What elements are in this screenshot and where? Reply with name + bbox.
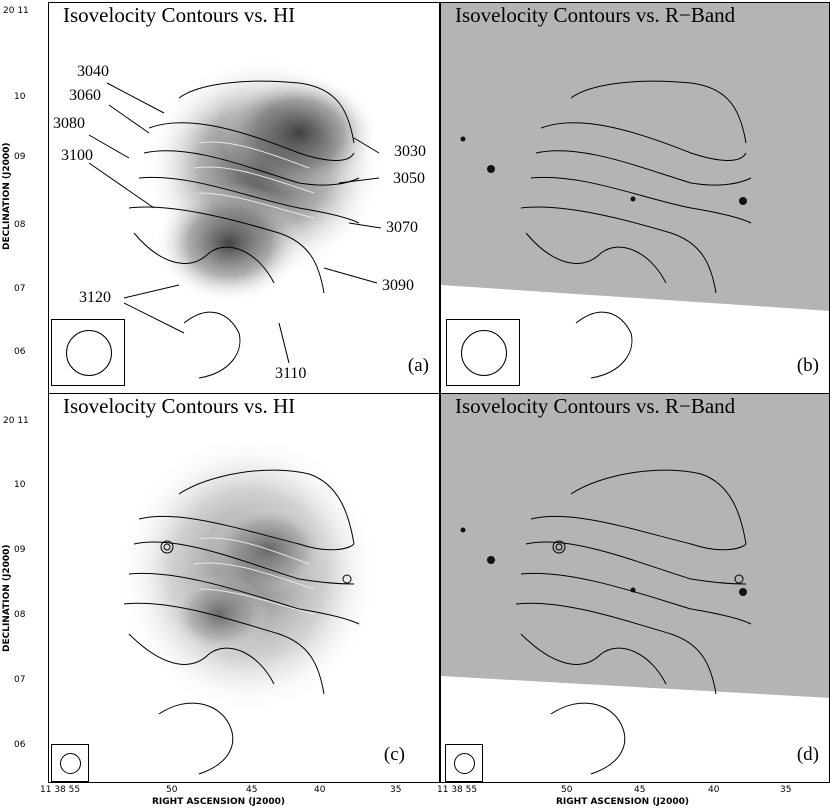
isovelocity-contours	[123, 469, 360, 775]
star	[487, 165, 495, 173]
y-axis-label-top: DECLINATION (J2000)	[2, 142, 12, 250]
panel-title: Isovelocity Contours vs. R−Band	[455, 3, 736, 27]
beam-box	[51, 744, 89, 782]
isovelocity-contours	[520, 80, 752, 379]
star	[630, 196, 636, 202]
x-tick-label: 40	[314, 785, 326, 795]
panel-a-image	[88, 58, 384, 379]
hi-emission-blob	[154, 183, 304, 303]
beam-ellipse	[454, 753, 475, 774]
contour-label: 3050	[393, 170, 425, 187]
beam-box	[445, 744, 483, 782]
panel-title: Isovelocity Contours vs. HI	[63, 3, 296, 27]
y-tick-label: 09	[14, 152, 26, 162]
panel-a-hi: Isovelocity Contours vs. HI (a) 3040 306…	[48, 2, 440, 394]
y-axis-label-bottom: DECLINATION (J2000)	[2, 544, 12, 652]
contour-label: 3060	[69, 87, 101, 104]
panel-b-image	[441, 3, 829, 379]
beam-ellipse	[60, 753, 81, 774]
beam-box	[51, 319, 125, 386]
y-tick-label: 10	[14, 92, 26, 102]
contour-label: 3120	[79, 289, 111, 306]
star	[487, 556, 495, 564]
y-tick-label: 06	[14, 740, 26, 750]
x-tick-label: 50	[561, 785, 573, 795]
y-tick-label: 08	[14, 220, 26, 230]
contour-label: 3070	[386, 219, 418, 236]
star	[739, 197, 747, 205]
isovelocity-contours	[515, 469, 752, 775]
isovelocity-contours-light	[193, 141, 315, 219]
x-tick-label: 40	[708, 785, 720, 795]
panel-d-image	[441, 394, 829, 775]
rband-sky	[441, 3, 829, 311]
panel-c-image	[119, 434, 379, 775]
contour-label: 3100	[61, 147, 93, 164]
x-tick-label: 11 38 55	[40, 785, 81, 795]
contour-label: 3040	[77, 63, 109, 80]
y-tick-label: 20 11	[3, 416, 29, 426]
label-arrows	[88, 82, 382, 364]
panel-label: (a)	[407, 355, 429, 376]
y-tick-label: 07	[14, 284, 26, 294]
panel-title: Isovelocity Contours vs. HI	[63, 394, 296, 418]
panel-c-hi: Isovelocity Contours vs. HI (c)	[48, 393, 440, 783]
x-tick-label: 50	[166, 785, 178, 795]
x-axis-label-left: RIGHT ASCENSION (J2000)	[152, 797, 285, 807]
star	[739, 588, 747, 596]
isovelocity-contours-light	[193, 537, 315, 615]
y-tick-label: 07	[14, 675, 26, 685]
x-tick-label: 45	[246, 785, 258, 795]
hi-emission-blob	[169, 574, 269, 654]
beam-ellipse	[461, 330, 507, 376]
contour-label: 3110	[275, 365, 307, 382]
panel-d-rband: Isovelocity Contours vs. R−Band (d)	[440, 393, 830, 783]
star	[460, 527, 466, 533]
panel-label: (d)	[796, 744, 819, 765]
beam-ellipse	[66, 330, 112, 376]
panel-b-rband: Isovelocity Contours vs. R−Band (b)	[440, 2, 830, 394]
y-tick-label: 06	[14, 347, 26, 357]
contour-label: 3080	[53, 115, 85, 132]
x-tick-label: 35	[390, 785, 402, 795]
panel-title: Isovelocity Contours vs. R−Band	[455, 394, 736, 418]
y-tick-label: 09	[14, 545, 26, 555]
panel-label: (c)	[383, 744, 405, 765]
beam-box	[446, 319, 520, 386]
x-axis-label-right: RIGHT ASCENSION (J2000)	[556, 797, 689, 807]
rband-sky	[441, 394, 829, 698]
panel-label: (b)	[796, 355, 819, 376]
y-tick-label: 20 11	[3, 6, 29, 16]
isovelocity-contours	[128, 80, 360, 379]
x-tick-label: 11 38 55	[437, 785, 478, 795]
x-tick-label: 35	[780, 785, 792, 795]
contour-label: 3090	[382, 277, 414, 294]
x-tick-label: 45	[634, 785, 646, 795]
star	[460, 136, 466, 142]
hi-emission-blob	[209, 504, 329, 594]
y-tick-label: 10	[14, 480, 26, 490]
y-tick-label: 08	[14, 610, 26, 620]
contour-label: 3030	[394, 143, 426, 160]
